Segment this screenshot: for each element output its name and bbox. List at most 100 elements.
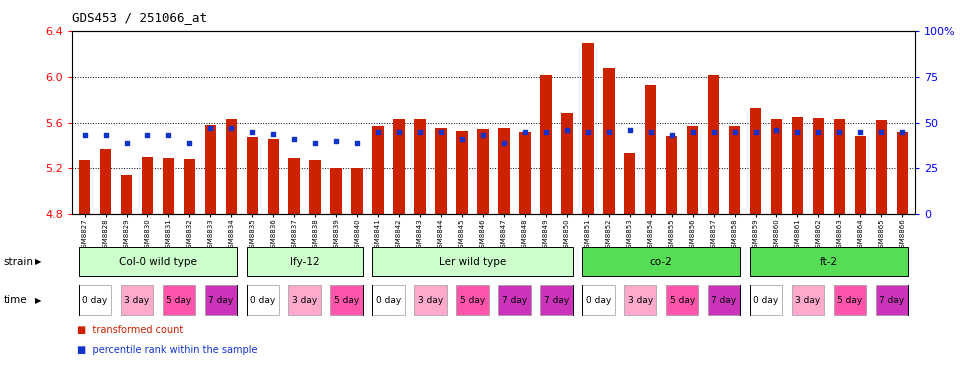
Point bbox=[119, 140, 134, 146]
Point bbox=[539, 129, 554, 135]
Bar bbox=[582, 42, 593, 214]
Text: 5 day: 5 day bbox=[166, 296, 192, 305]
Text: ▶: ▶ bbox=[36, 257, 41, 266]
Point bbox=[203, 125, 218, 131]
Point bbox=[181, 140, 197, 146]
Point bbox=[349, 140, 365, 146]
Bar bbox=[394, 119, 405, 214]
Bar bbox=[519, 132, 531, 214]
Text: ▶: ▶ bbox=[36, 296, 41, 305]
Bar bbox=[79, 160, 90, 214]
Bar bbox=[897, 132, 908, 214]
Point bbox=[392, 129, 407, 135]
Point bbox=[224, 125, 239, 131]
Point bbox=[140, 132, 156, 138]
Point bbox=[831, 129, 847, 135]
Bar bbox=[876, 120, 887, 214]
Point bbox=[664, 132, 680, 138]
Text: 3 day: 3 day bbox=[125, 296, 150, 305]
Text: 0 day: 0 day bbox=[83, 296, 108, 305]
Bar bbox=[183, 159, 195, 214]
Bar bbox=[498, 128, 510, 214]
Text: GDS453 / 251066_at: GDS453 / 251066_at bbox=[72, 11, 207, 24]
Point bbox=[559, 127, 574, 133]
Bar bbox=[226, 119, 237, 214]
Bar bbox=[561, 113, 572, 214]
Text: ft-2: ft-2 bbox=[820, 257, 838, 267]
Bar bbox=[729, 126, 740, 214]
Bar bbox=[162, 158, 174, 214]
Point bbox=[433, 129, 448, 135]
Point bbox=[454, 136, 469, 142]
Point bbox=[684, 129, 700, 135]
Bar bbox=[309, 160, 321, 214]
Bar bbox=[833, 119, 845, 214]
Text: 7 day: 7 day bbox=[879, 296, 904, 305]
Bar bbox=[540, 75, 552, 214]
Bar bbox=[142, 157, 154, 214]
Point bbox=[769, 127, 784, 133]
Text: 5 day: 5 day bbox=[334, 296, 359, 305]
Bar bbox=[204, 125, 216, 214]
Bar bbox=[415, 119, 426, 214]
Point bbox=[790, 129, 805, 135]
Point bbox=[413, 129, 428, 135]
Text: 7 day: 7 day bbox=[502, 296, 527, 305]
Text: 7 day: 7 day bbox=[711, 296, 736, 305]
Bar bbox=[247, 138, 258, 214]
Bar bbox=[351, 168, 363, 214]
Point bbox=[874, 129, 889, 135]
Point bbox=[77, 132, 92, 138]
Point bbox=[160, 132, 176, 138]
Point bbox=[475, 132, 491, 138]
Text: ■  transformed count: ■ transformed count bbox=[77, 325, 183, 335]
Text: Ler wild type: Ler wild type bbox=[439, 257, 506, 267]
Bar bbox=[330, 168, 342, 214]
Text: 3 day: 3 day bbox=[628, 296, 653, 305]
Text: 5 day: 5 day bbox=[837, 296, 862, 305]
Text: 0 day: 0 day bbox=[251, 296, 276, 305]
Bar bbox=[666, 136, 678, 214]
Point bbox=[643, 129, 659, 135]
Bar bbox=[372, 126, 384, 214]
Bar bbox=[645, 85, 657, 214]
Bar bbox=[792, 117, 804, 214]
Text: Col-0 wild type: Col-0 wild type bbox=[119, 257, 197, 267]
Bar bbox=[477, 130, 489, 214]
Text: 3 day: 3 day bbox=[418, 296, 444, 305]
Point bbox=[517, 129, 533, 135]
Point bbox=[307, 140, 323, 146]
Point bbox=[748, 129, 763, 135]
Point bbox=[98, 132, 113, 138]
Bar bbox=[603, 68, 614, 214]
Bar bbox=[686, 126, 698, 214]
Point bbox=[245, 129, 260, 135]
Point bbox=[328, 138, 344, 144]
Point bbox=[706, 129, 721, 135]
Point bbox=[727, 129, 742, 135]
Text: 7 day: 7 day bbox=[208, 296, 233, 305]
Point bbox=[601, 129, 616, 135]
Text: 5 day: 5 day bbox=[460, 296, 485, 305]
Bar bbox=[708, 75, 719, 214]
Text: strain: strain bbox=[4, 257, 34, 267]
Bar bbox=[854, 136, 866, 214]
Point bbox=[266, 131, 281, 137]
Text: 7 day: 7 day bbox=[543, 296, 569, 305]
Bar bbox=[268, 139, 279, 214]
Point bbox=[895, 129, 910, 135]
Bar bbox=[624, 153, 636, 214]
Bar bbox=[771, 119, 782, 214]
Text: co-2: co-2 bbox=[650, 257, 673, 267]
Bar bbox=[289, 158, 300, 214]
Point bbox=[287, 136, 302, 142]
Point bbox=[811, 129, 827, 135]
Point bbox=[852, 129, 868, 135]
Point bbox=[622, 127, 637, 133]
Point bbox=[496, 140, 512, 146]
Text: time: time bbox=[4, 295, 28, 305]
Bar bbox=[456, 131, 468, 214]
Text: 0 day: 0 day bbox=[586, 296, 611, 305]
Text: 0 day: 0 day bbox=[754, 296, 779, 305]
Text: ■  percentile rank within the sample: ■ percentile rank within the sample bbox=[77, 344, 257, 355]
